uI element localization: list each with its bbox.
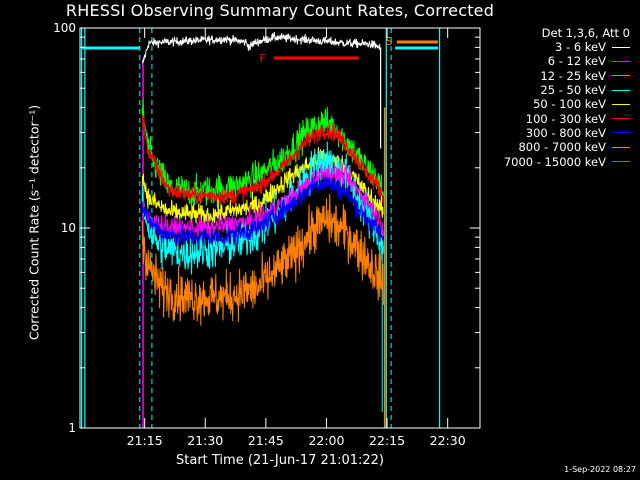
legend-item-swatch xyxy=(612,118,630,120)
legend-item: 7000 - 15000 keV xyxy=(482,154,634,169)
legend-item-label: 50 - 100 keV xyxy=(533,97,606,112)
series-line-5 xyxy=(141,162,384,244)
legend-item-label: 3 - 6 keV xyxy=(555,40,606,55)
flare-flag-label: F xyxy=(260,52,266,65)
legend-item-swatch xyxy=(612,132,630,134)
legend: Det 1,3,6, Att 0 3 - 6 keV 6 - 12 keV 12 -… xyxy=(482,26,634,169)
legend-item: 25 - 50 keV xyxy=(482,83,634,97)
x-tick-label-2: 21:45 xyxy=(248,433,284,448)
legend-item-swatch xyxy=(612,89,630,91)
legend-item-swatch xyxy=(612,161,630,163)
legend-item: 50 - 100 keV xyxy=(482,97,634,111)
x-tick-label-5: 22:30 xyxy=(430,433,466,448)
legend-item-label: 7000 - 15000 keV xyxy=(503,154,606,169)
legend-header: Det 1,3,6, Att 0 xyxy=(541,26,630,40)
x-tick-label-4: 22:15 xyxy=(369,433,405,448)
legend-item-label: 6 - 12 keV xyxy=(547,54,606,69)
legend-item-swatch xyxy=(612,103,630,105)
y-tick-label-0: 1 xyxy=(68,421,76,435)
chart-title: RHESSI Observing Summary Count Rates, Co… xyxy=(65,1,495,20)
legend-item-label: 800 - 7000 keV xyxy=(518,140,606,155)
series-line-2 xyxy=(142,114,384,206)
x-tick-label-3: 22:00 xyxy=(308,433,344,448)
legend-item: 300 - 800 keV xyxy=(482,126,634,140)
x-axis-label: Start Time (21-Jun-17 21:01:22) xyxy=(176,453,384,468)
x-tick-label-0: 21:15 xyxy=(127,433,163,448)
y-axis-label: Corrected Count Rate (s⁻¹ detector⁻¹) xyxy=(26,104,42,341)
legend-item-swatch xyxy=(612,46,630,48)
saa-flag-label: S xyxy=(386,35,393,48)
legend-item: 12 - 25 keV xyxy=(482,69,634,83)
legend-item-swatch xyxy=(612,75,630,77)
legend-item-label: 100 - 300 keV xyxy=(525,111,606,126)
legend-item: 3 - 6 keV xyxy=(482,40,634,54)
legend-item-label: 300 - 800 keV xyxy=(525,125,606,140)
legend-item: 6 - 12 keV xyxy=(482,54,634,68)
y-tick-label-2: 100 xyxy=(53,21,76,35)
timestamp: 1-Sep-2022 08:27 xyxy=(564,465,636,474)
series-line-3 xyxy=(141,146,384,229)
series-line-6 xyxy=(141,176,384,247)
legend-item-swatch xyxy=(612,146,630,148)
series-line-7 xyxy=(141,193,384,326)
x-tick-label-1: 21:30 xyxy=(187,433,223,448)
legend-item: 800 - 7000 keV xyxy=(482,140,634,154)
series-line-0 xyxy=(141,31,381,64)
legend-item-swatch xyxy=(612,60,630,62)
legend-item-label: 12 - 25 keV xyxy=(540,68,606,83)
y-tick-label-1: 10 xyxy=(61,221,76,235)
legend-item: 100 - 300 keV xyxy=(482,111,634,126)
legend-item-label: 25 - 50 keV xyxy=(540,83,606,98)
